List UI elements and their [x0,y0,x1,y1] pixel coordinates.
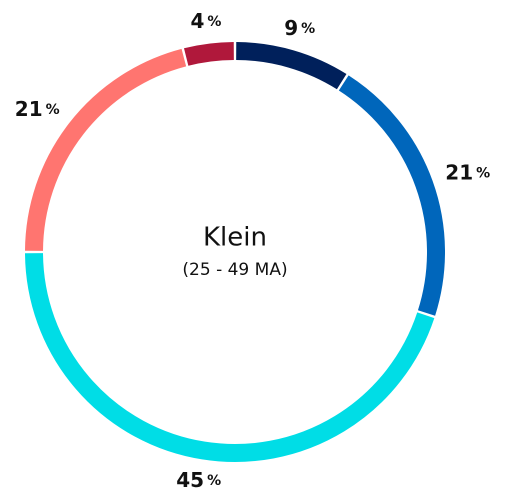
value-number: 4 [190,8,204,32]
donut-segment [25,253,435,462]
donut-segment [183,42,235,66]
value-label: 21% [15,96,60,120]
value-number: 9 [284,16,298,40]
value-unit: % [46,102,60,118]
chart-title: Klein [203,223,267,253]
value-label: 4% [190,8,221,32]
value-unit: % [207,473,221,489]
value-unit: % [301,21,315,37]
value-number: 21 [445,160,473,184]
value-number: 45 [176,468,204,492]
value-label: 21% [445,160,490,184]
donut-segment [338,75,445,316]
value-number: 21 [15,96,43,120]
donut-segment [236,42,347,90]
chart-subtitle: (25 - 49 MA) [182,260,287,280]
value-unit: % [207,14,221,30]
value-label: 9% [284,16,315,40]
value-unit: % [476,165,490,181]
donut-segment [25,48,187,251]
value-label: 45% [176,468,221,492]
